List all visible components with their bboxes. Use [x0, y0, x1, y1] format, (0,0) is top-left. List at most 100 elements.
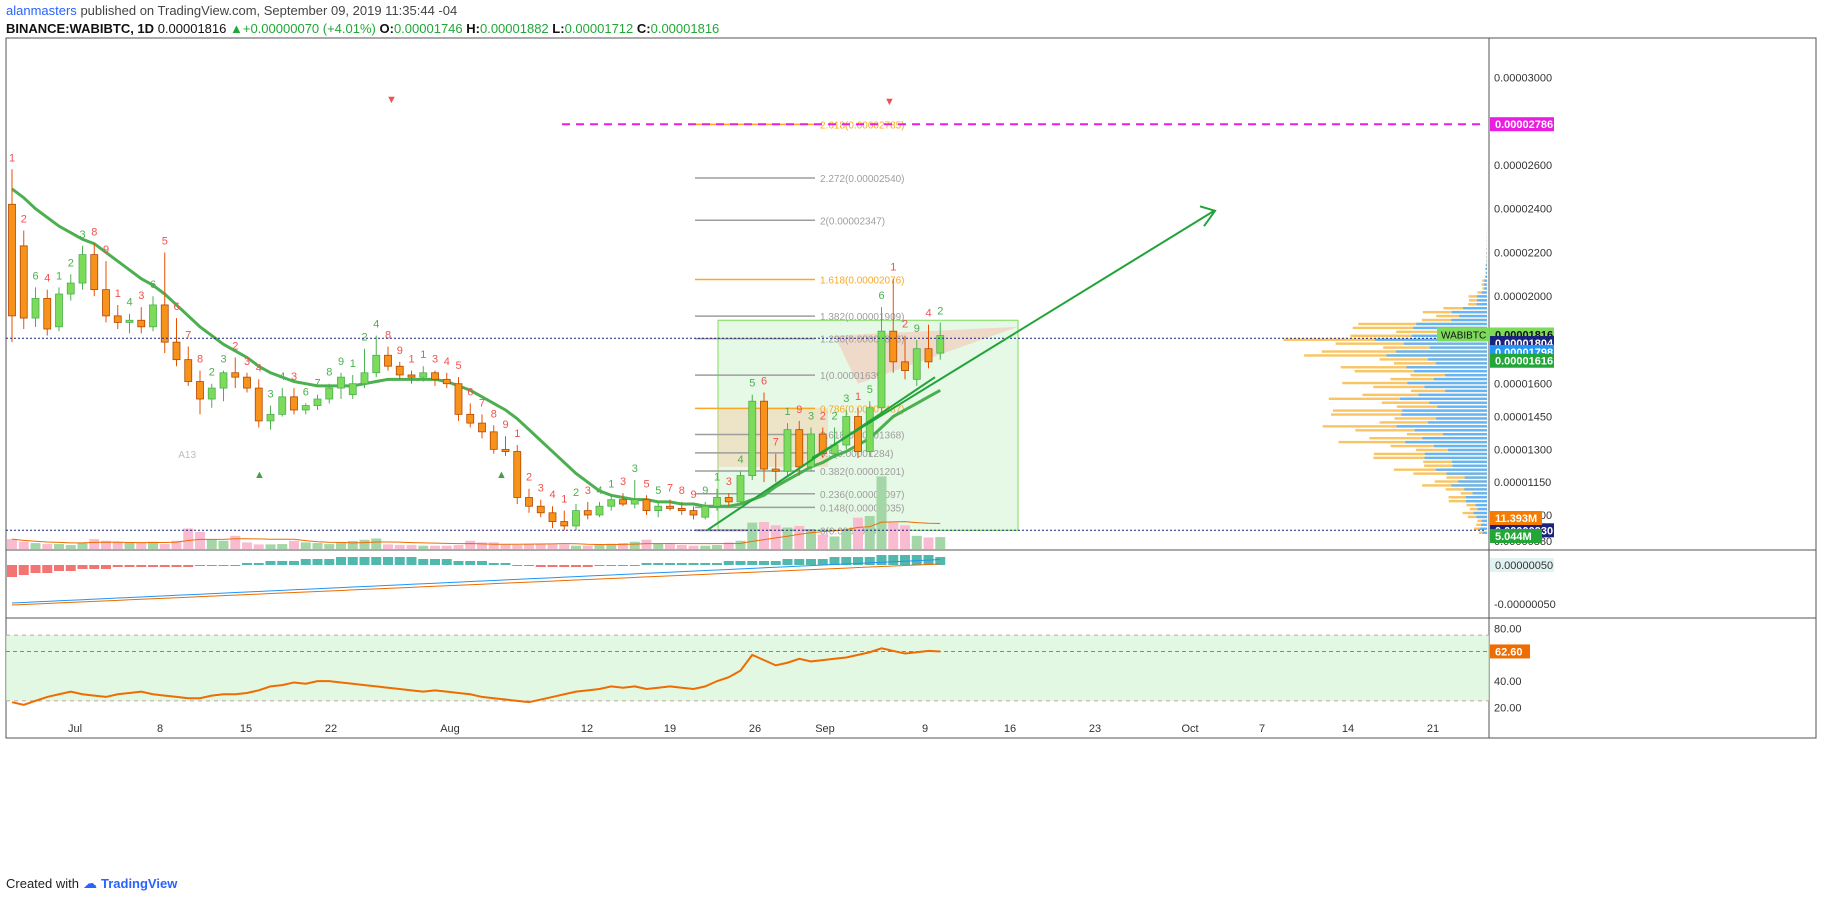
low-label: L: [552, 21, 565, 36]
chart-frame [5, 37, 1817, 739]
macd-hist-bar [453, 561, 464, 565]
candle-body [419, 372, 428, 378]
vp-bar-buy [1416, 322, 1487, 326]
rsi-axis-label: 40.00 [1494, 676, 1522, 688]
macd-hist-bar [759, 561, 769, 565]
candle-body [325, 387, 334, 400]
candle-body [231, 372, 240, 378]
volume-bar [911, 535, 922, 549]
macd-hist-bar [300, 559, 311, 565]
td-count: 2 [573, 487, 579, 499]
td-count: 4 [597, 485, 603, 497]
volume-bar [770, 525, 781, 549]
volume-bar [853, 517, 863, 549]
vp-bar-buy [1477, 507, 1487, 511]
volume-bar [582, 545, 593, 549]
td-count: 3 [632, 463, 638, 475]
trading-chart[interactable]: 0(0.00000930) 0.148(0.00001035) 0.236(0.00… [0, 0, 1828, 870]
candle-body [254, 387, 263, 422]
macd-hist-bar [371, 557, 382, 565]
candle-body [736, 475, 745, 503]
volume-bar [500, 544, 511, 549]
volume-bar [42, 544, 53, 549]
volume-bar [430, 545, 440, 549]
vp-bar-buy [1476, 295, 1487, 298]
macd-hist-bar [571, 565, 581, 567]
macd-hist-bar [42, 565, 53, 573]
up-arrow-icon: ▲ [230, 21, 243, 36]
td-count: 2 [526, 472, 532, 484]
time-axis-label: 14 [1342, 723, 1354, 735]
tradingview-link[interactable]: TradingView [100, 875, 178, 891]
td-count: 6 [303, 386, 309, 398]
vp-bar-buy [1476, 303, 1487, 306]
vp-bar-buy [1424, 385, 1487, 389]
vp-bar-buy [1405, 440, 1487, 444]
macd-hist-bar [89, 565, 100, 569]
symbol-label[interactable]: BINANCE:WABIBTC, 1D [6, 21, 155, 36]
candle-body [219, 372, 228, 389]
fib-level-label: 1.618(0.00002076) [820, 276, 905, 287]
vp-bar-buy [1427, 421, 1487, 424]
price-tag-bg [1490, 353, 1554, 368]
volume-bar [336, 542, 346, 549]
volume-bar [277, 544, 288, 549]
volume-bar [406, 545, 417, 549]
candlestick-series[interactable] [8, 169, 945, 531]
candle-body [771, 468, 780, 472]
volume-bar [829, 536, 840, 549]
candle-body [55, 293, 63, 328]
vp-bar-buy [1424, 456, 1487, 460]
volume-bar [324, 544, 335, 549]
volume-bar [30, 543, 41, 549]
volume-bar [512, 545, 523, 549]
td-count: 4 [279, 371, 285, 383]
macd-hist-bar [888, 555, 899, 565]
macd-hist-bar [441, 559, 452, 565]
vp-bar-buy [1479, 527, 1487, 530]
macd-hist-bar [242, 563, 252, 565]
td-count: 1 [514, 428, 520, 440]
td-count: 9 [691, 489, 697, 501]
macd-hist-bar [629, 565, 640, 566]
td-count: 3 [268, 389, 274, 401]
price-axis-label: 0.00001300 [1494, 444, 1552, 456]
vp-bar-buy [1459, 314, 1487, 318]
volume-bar [124, 542, 135, 549]
macd-hist-bar [18, 565, 29, 575]
volume-bar [195, 531, 205, 549]
volume-bar [265, 544, 276, 549]
macd-hist-bar [512, 565, 523, 566]
vp-bar-buy [1433, 377, 1487, 381]
volume-bar [676, 545, 687, 549]
macd-hist-bar [312, 559, 323, 565]
macd-hist-bar [665, 563, 675, 565]
open-label: O: [379, 21, 394, 36]
time-axis[interactable]: Jul 8 15 22 Aug 12 19 26 Sep 9 16 23 Oct 7 14 21 [68, 723, 1439, 735]
macd-hist-bar [406, 557, 417, 565]
macd-hist-bar [336, 557, 346, 565]
macd-hist-bar [359, 557, 370, 565]
trendline-drawings[interactable] [6, 123, 1485, 532]
fibonacci-extension[interactable]: 0(0.00000930) 0.148(0.00001035) 0.236(0.00… [695, 120, 1019, 537]
macd-hist-bar [935, 557, 946, 565]
macd-hist-bar [171, 565, 182, 567]
candle-body [619, 499, 627, 505]
td-count: 3 [432, 354, 438, 366]
candle-body [172, 341, 181, 361]
candle-body [666, 505, 674, 509]
td-count: 1 [561, 494, 567, 506]
macd-hist-bar [230, 565, 241, 566]
td-count: 3 [585, 485, 591, 497]
author-link[interactable]: alanmasters [6, 3, 77, 18]
time-axis-label: 19 [664, 723, 676, 735]
macd-tag-bg [1490, 558, 1554, 572]
macd-hist-bar [477, 561, 487, 565]
td-count: 1 [890, 262, 896, 274]
volume-bar [136, 543, 147, 549]
candle-body [442, 378, 451, 385]
vp-bar-buy [1396, 350, 1487, 353]
volume-bar [65, 545, 76, 549]
vp-bar-buy [1436, 417, 1487, 420]
publish-info: published on TradingView.com, September … [80, 3, 458, 18]
